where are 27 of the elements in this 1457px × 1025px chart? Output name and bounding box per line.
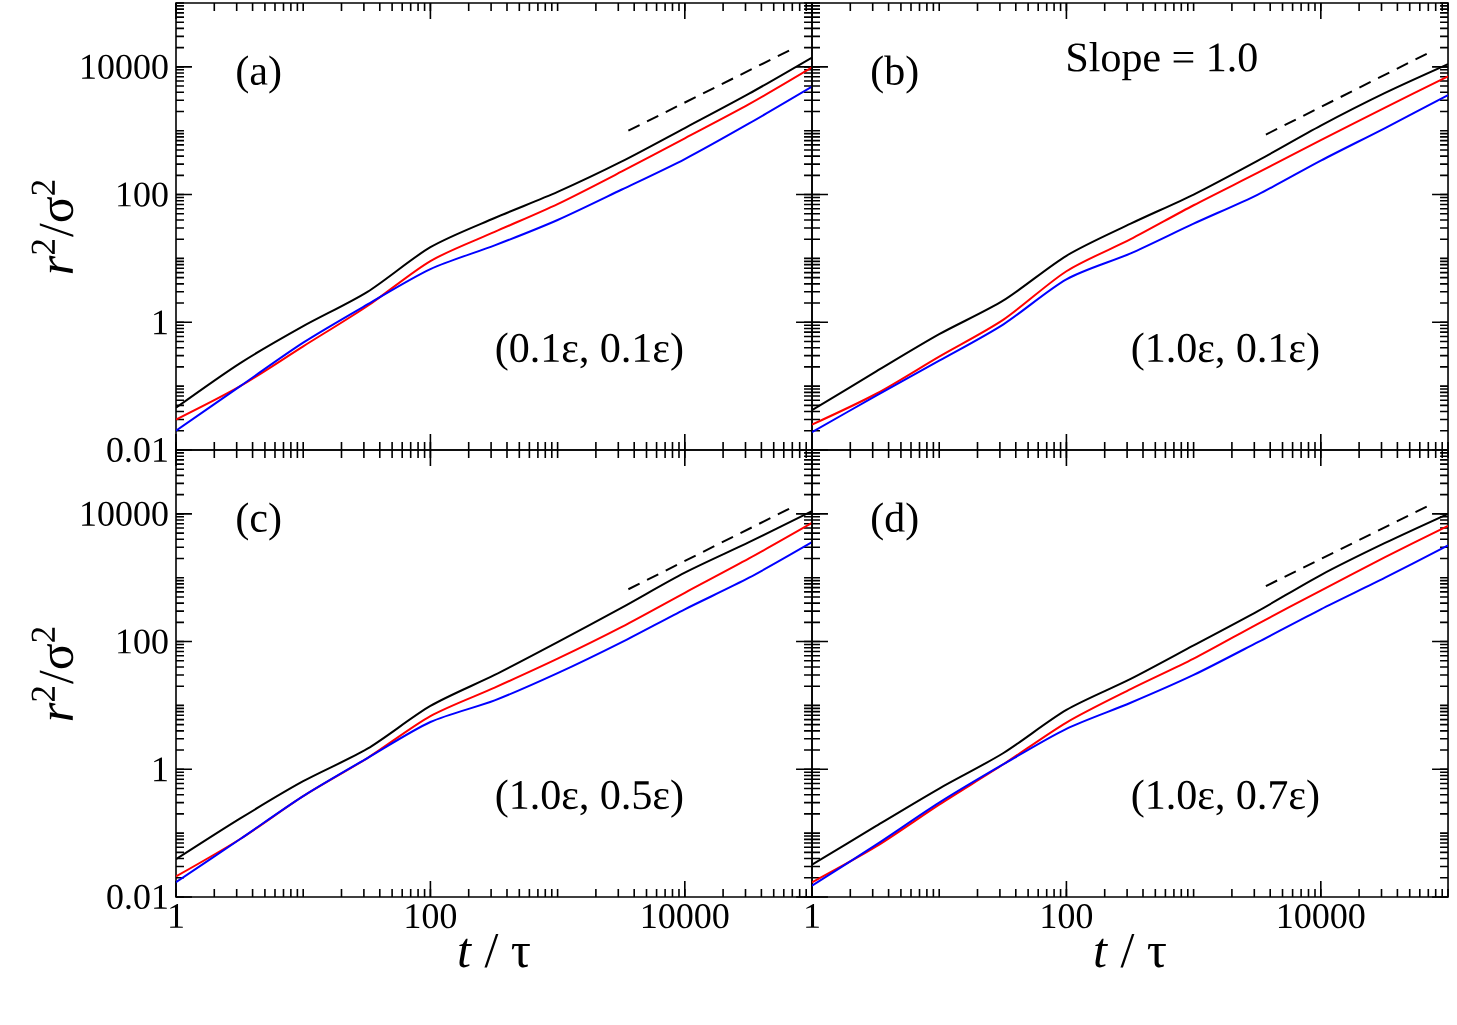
x-tick-label: 100 [1042, 904, 1093, 929]
y-tick-label: 10000 [82, 501, 168, 526]
y-tick-label: 1 [154, 310, 167, 335]
annotation: (1.0ε, 0.5ε) [496, 779, 683, 818]
annotation: (b) [872, 55, 918, 94]
y-tick-label: 0.01 [107, 884, 167, 910]
y-axis-title: r$^{2}$/σ$^{2}$ [31, 627, 74, 721]
y-tick-label: 100 [118, 629, 168, 654]
y-tick-label: 0.01 [107, 437, 167, 463]
x-axis-title: t / τ [459, 934, 530, 968]
annotation: (d) [872, 502, 918, 541]
annotation: (1.0ε, 0.7ε) [1132, 779, 1319, 818]
annotation: (0.1ε, 0.1ε) [496, 332, 683, 371]
annotation: (a) [237, 55, 281, 94]
x-axis-title: t / τ [1095, 934, 1166, 968]
annotation: (1.0ε, 0.1ε) [1132, 332, 1319, 371]
y-tick-label: 1 [154, 757, 167, 782]
x-tick-label: 1 [170, 904, 183, 928]
y-axis-title: r$^{2}$/σ$^{2}$ [31, 180, 74, 274]
x-tick-label: 1 [806, 904, 819, 928]
y-tick-label: 100 [118, 182, 168, 207]
annotation: Slope = 1.0 [1068, 42, 1257, 81]
x-tick-label: 10000 [1278, 904, 1365, 929]
x-tick-label: 100 [406, 904, 457, 929]
annotation: (c) [237, 502, 281, 541]
y-tick-label: 10000 [82, 54, 168, 79]
x-tick-label: 10000 [642, 904, 729, 929]
